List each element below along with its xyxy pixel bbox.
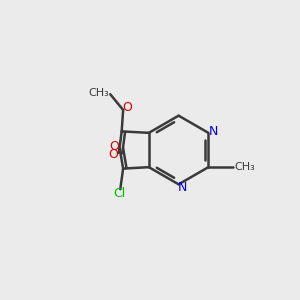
Text: CH₃: CH₃ [234,162,255,172]
Text: CH₃: CH₃ [88,88,109,98]
Text: O: O [110,140,119,153]
Text: N: N [178,181,188,194]
Text: Cl: Cl [114,187,126,200]
Text: N: N [209,124,218,138]
Text: O: O [122,101,132,114]
Text: O: O [109,148,118,161]
